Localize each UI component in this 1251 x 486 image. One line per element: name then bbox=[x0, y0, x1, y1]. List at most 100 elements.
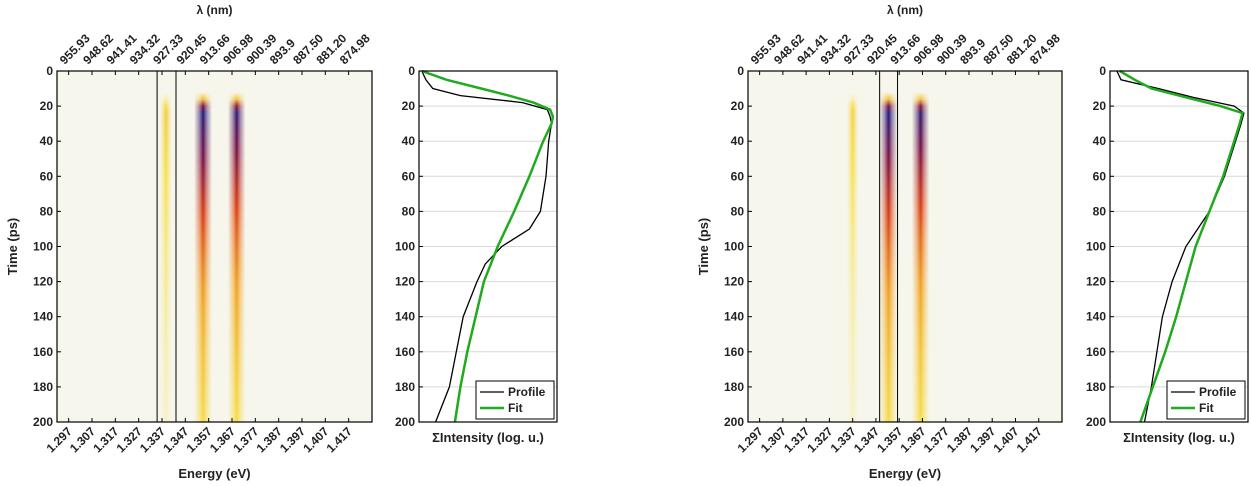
x-tick-label: 1.387 bbox=[944, 424, 975, 455]
y-tick-label: 140 bbox=[33, 310, 53, 324]
x-tick-label: 1.327 bbox=[114, 424, 145, 455]
legend-label: Fit bbox=[508, 401, 523, 415]
y-tick-label: 200 bbox=[1086, 415, 1106, 429]
y-tick-label: 20 bbox=[40, 99, 54, 113]
y-tick-label: 200 bbox=[724, 415, 744, 429]
emission-line bbox=[160, 71, 172, 422]
y-tick-label: 80 bbox=[402, 204, 416, 218]
y-tick-label: 120 bbox=[1086, 275, 1106, 289]
emission-line bbox=[846, 71, 859, 422]
y-tick-label: 180 bbox=[33, 380, 53, 394]
y-tick-label: 0 bbox=[46, 64, 53, 78]
series-line bbox=[421, 70, 553, 423]
y-tick-label: 0 bbox=[737, 64, 744, 78]
y-tick-label: 80 bbox=[40, 204, 54, 218]
y-tick-label: 40 bbox=[1093, 134, 1107, 148]
panel: ΣIntensity (log. u.) Profile Fit 0 20 40 60 80 1… bbox=[395, 64, 558, 445]
axes-frame bbox=[56, 70, 373, 423]
axes-frame bbox=[747, 70, 1063, 423]
y-tick-label: 140 bbox=[724, 310, 744, 324]
x-tick-label: 1.417 bbox=[324, 424, 355, 455]
y-tick-label: 100 bbox=[395, 240, 415, 254]
axes-frame bbox=[418, 70, 558, 423]
heatmap-background bbox=[57, 71, 372, 422]
emission-line bbox=[194, 71, 213, 422]
x-tick-label: 1.357 bbox=[874, 424, 905, 455]
y-tick-label: 160 bbox=[395, 345, 415, 359]
axes-frame bbox=[1109, 70, 1249, 423]
legend-box bbox=[1166, 380, 1246, 420]
y-tick-label: 180 bbox=[1086, 380, 1106, 394]
emission-line bbox=[879, 71, 898, 422]
y-tick-label: 60 bbox=[40, 169, 54, 183]
x-tick-label: 1.367 bbox=[207, 424, 238, 455]
y-tick-label: 140 bbox=[1086, 310, 1106, 324]
x-tick-label: 1.337 bbox=[137, 424, 168, 455]
x-tick-label: 1.377 bbox=[921, 424, 952, 455]
emission-line bbox=[227, 71, 246, 422]
x-tick-label: 1.417 bbox=[1014, 424, 1045, 455]
x-tick-label: 1.357 bbox=[184, 424, 215, 455]
y-tick-label: 20 bbox=[402, 99, 416, 113]
y-tick-label: 120 bbox=[395, 275, 415, 289]
y-tick-label: 60 bbox=[1093, 169, 1107, 183]
y-tick-label: 40 bbox=[402, 134, 416, 148]
y-tick-label: 40 bbox=[40, 134, 54, 148]
series-line bbox=[421, 69, 555, 423]
y-tick-label: 60 bbox=[731, 169, 745, 183]
legend-box bbox=[475, 380, 555, 420]
panel: 1.2971.3071.3171.3271.3371.3471.3571.367… bbox=[696, 3, 1063, 481]
y-tick-label: 20 bbox=[1093, 99, 1107, 113]
x-tick-label: 1.307 bbox=[758, 424, 789, 455]
x-tick-label: 1.407 bbox=[300, 424, 331, 455]
y-axis-label: Time (ps) bbox=[696, 218, 711, 276]
x-tick-label: 1.337 bbox=[828, 424, 859, 455]
x-tick-label: 1.327 bbox=[804, 424, 835, 455]
y-tick-label: 0 bbox=[408, 64, 415, 78]
x-tick-label: 1.347 bbox=[851, 424, 882, 455]
x-tick-label: 1.407 bbox=[990, 424, 1021, 455]
y-tick-label: 200 bbox=[33, 415, 53, 429]
y-tick-label: 100 bbox=[33, 240, 53, 254]
x-tick-label: 1.377 bbox=[230, 424, 261, 455]
x-tick-label: 1.367 bbox=[897, 424, 928, 455]
y-tick-label: 0 bbox=[1099, 64, 1106, 78]
y-tick-label: 180 bbox=[395, 380, 415, 394]
y-tick-label: 60 bbox=[402, 169, 416, 183]
y-tick-label: 160 bbox=[724, 345, 744, 359]
y-tick-label: 180 bbox=[724, 380, 744, 394]
x-tick-label: 1.347 bbox=[160, 424, 191, 455]
x-tick-label: 1.307 bbox=[67, 424, 98, 455]
series-line bbox=[1119, 69, 1245, 423]
x-axis-label: ΣIntensity (log. u.) bbox=[1123, 430, 1235, 445]
heatmap-background bbox=[748, 71, 1062, 422]
y-tick-label: 80 bbox=[731, 204, 745, 218]
x2-axis-label: λ (nm) bbox=[887, 3, 923, 17]
y-tick-label: 40 bbox=[731, 134, 745, 148]
y-tick-label: 120 bbox=[724, 275, 744, 289]
y-tick-label: 200 bbox=[395, 415, 415, 429]
y-tick-label: 100 bbox=[724, 240, 744, 254]
emission-line bbox=[911, 71, 930, 422]
x-tick-label: 1.397 bbox=[277, 424, 308, 455]
y-tick-label: 20 bbox=[731, 99, 745, 113]
panel: 1.2971.3071.3171.3271.3371.3471.3571.367… bbox=[5, 3, 373, 481]
x-axis-label: ΣIntensity (log. u.) bbox=[432, 430, 544, 445]
y-tick-label: 160 bbox=[1086, 345, 1106, 359]
y-axis-label: Time (ps) bbox=[5, 218, 20, 276]
legend-label: Profile bbox=[1199, 385, 1237, 399]
y-tick-label: 160 bbox=[33, 345, 53, 359]
y-tick-label: 120 bbox=[33, 275, 53, 289]
y-tick-label: 100 bbox=[1086, 240, 1106, 254]
y-tick-label: 140 bbox=[395, 310, 415, 324]
x-tick-label: 1.387 bbox=[254, 424, 285, 455]
panel: ΣIntensity (log. u.) Profile Fit 0 20 40 60 80 1… bbox=[1086, 64, 1249, 445]
legend-label: Fit bbox=[1199, 401, 1214, 415]
x-axis-label: Energy (eV) bbox=[869, 466, 941, 481]
legend-label: Profile bbox=[508, 385, 546, 399]
x2-axis-label: λ (nm) bbox=[197, 3, 233, 17]
x-tick-label: 1.317 bbox=[90, 424, 121, 455]
y-tick-label: 80 bbox=[1093, 204, 1107, 218]
x-axis-label: Energy (eV) bbox=[178, 466, 250, 481]
